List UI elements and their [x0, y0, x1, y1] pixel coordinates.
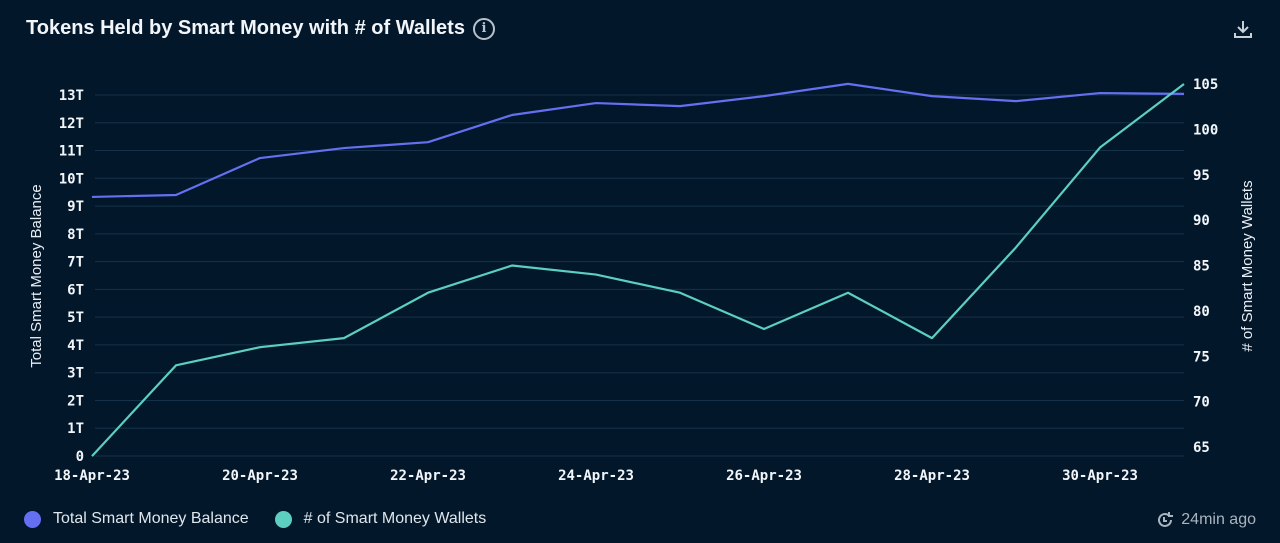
chart-title-text: Tokens Held by Smart Money with # of Wal… [26, 17, 465, 39]
x-tick-label: 28-Apr-23 [894, 468, 970, 484]
y-left-tick-label: 0 [76, 449, 84, 465]
last-updated-text: 24min ago [1181, 511, 1256, 528]
y-left-tick-label: 3T [67, 366, 84, 382]
legend-item-balance[interactable]: Total Smart Money Balance [24, 510, 249, 528]
legend-label: Total Smart Money Balance [53, 510, 249, 527]
legend: Total Smart Money Balance # of Smart Mon… [24, 510, 486, 528]
y-left-tick-label: 6T [67, 282, 84, 298]
clock-refresh-icon [1158, 512, 1174, 527]
last-updated: 24min ago [1155, 510, 1256, 530]
y-left-tick-label: 11T [59, 144, 84, 160]
y-left-tick-label: 5T [67, 310, 84, 326]
legend-dot [274, 510, 292, 528]
y-axis-left-label: Total Smart Money Balance [28, 184, 45, 367]
y-left-tick-label: 9T [67, 199, 84, 215]
y-right-tick-label: 70 [1193, 395, 1210, 411]
y-left-tick-label: 13T [59, 88, 84, 104]
info-icon[interactable]: i [472, 17, 495, 40]
y-right-tick-label: 85 [1193, 259, 1210, 275]
x-tick-label: 20-Apr-23 [222, 468, 298, 484]
y-right-tick-label: 105 [1193, 77, 1218, 93]
x-tick-label: 18-Apr-23 [54, 468, 130, 484]
y-left-tick-label: 1T [67, 421, 84, 437]
chart-title: Tokens Held by Smart Money with # of Wal… [26, 17, 495, 40]
y-left-tick-label: 12T [59, 116, 84, 132]
x-tick-label: 26-Apr-23 [726, 468, 802, 484]
series-line-1 [91, 83, 1185, 457]
y-axis-right-label: # of Smart Money Wallets [1239, 180, 1256, 351]
y-right-tick-label: 100 [1193, 122, 1218, 138]
y-right-tick-label: 75 [1193, 349, 1210, 365]
y-right-tick-label: 65 [1193, 440, 1210, 456]
y-left-tick-label: 7T [67, 255, 84, 271]
y-right-tick-label: 95 [1193, 168, 1210, 184]
download-icon[interactable] [1232, 18, 1254, 40]
legend-item-wallets[interactable]: # of Smart Money Wallets [274, 510, 487, 528]
legend-label: # of Smart Money Wallets [303, 510, 487, 527]
y-right-tick-label: 80 [1193, 304, 1210, 320]
legend-dot [24, 510, 41, 528]
x-tick-label: 24-Apr-23 [558, 468, 634, 484]
y-left-tick-label: 2T [67, 393, 84, 409]
y-left-tick-label: 4T [67, 338, 84, 354]
y-right-tick-label: 90 [1193, 213, 1210, 229]
series-line-0 [91, 82, 1185, 199]
y-left-tick-label: 10T [59, 171, 84, 187]
x-tick-label: 30-Apr-23 [1062, 468, 1138, 484]
x-tick-label: 22-Apr-23 [390, 468, 466, 484]
y-left-tick-label: 8T [67, 227, 84, 243]
